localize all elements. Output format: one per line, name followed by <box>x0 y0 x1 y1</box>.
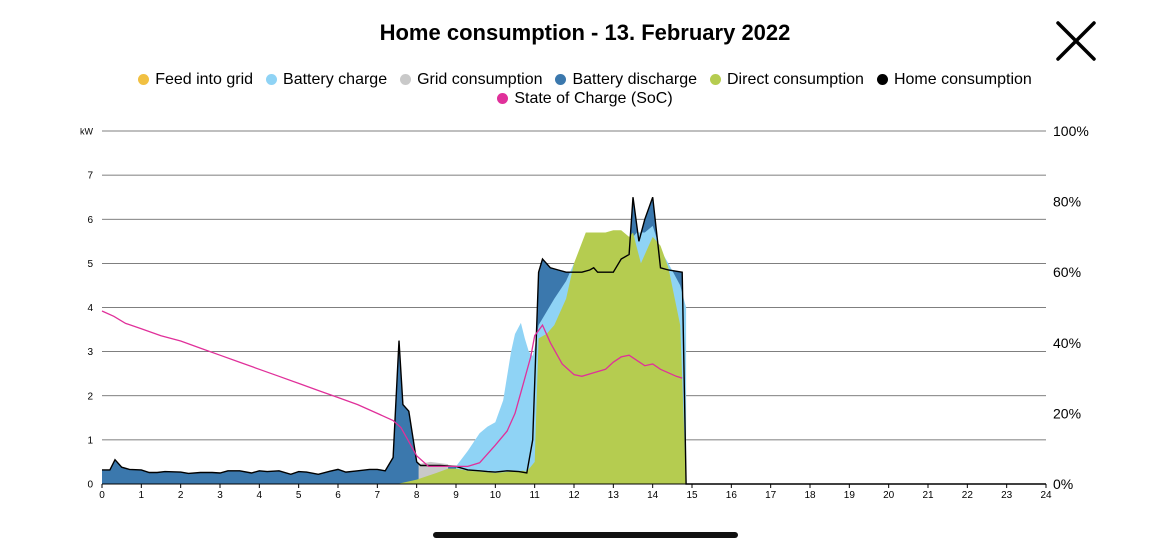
x-tick-label: 5 <box>296 490 302 501</box>
y2-tick-label: 0% <box>1053 476 1073 492</box>
legend-label: Grid consumption <box>417 71 543 88</box>
y-tick-label: 3 <box>87 347 93 358</box>
x-tick-label: 18 <box>804 490 816 501</box>
home-indicator[interactable] <box>433 532 738 538</box>
x-tick-label: 15 <box>686 490 698 501</box>
y2-tick-label: 60% <box>1053 264 1081 280</box>
x-tick-label: 21 <box>922 490 934 501</box>
close-icon[interactable] <box>1055 20 1097 62</box>
x-tick-label: 4 <box>257 490 263 501</box>
legend-item-battery-charge[interactable]: Battery charge <box>266 70 387 89</box>
x-tick-label: 9 <box>453 490 459 501</box>
x-tick-label: 2 <box>178 490 184 501</box>
x-tick-label: 11 <box>529 490 540 501</box>
x-tick-label: 7 <box>375 490 381 501</box>
legend-row-2: State of Charge (SoC) <box>0 89 1170 108</box>
page-title: Home consumption - 13. February 2022 <box>379 20 791 45</box>
soc-line <box>101 310 683 468</box>
x-tick-label: 23 <box>1001 490 1013 501</box>
y2-tick-label: 80% <box>1053 194 1081 210</box>
x-tick-label: 24 <box>1040 490 1052 501</box>
legend-dot-icon <box>266 74 278 85</box>
legend-item-direct-consumption[interactable]: Direct consumption <box>710 70 864 89</box>
y-tick-label: 4 <box>87 303 93 314</box>
x-tick-label: 12 <box>568 490 580 501</box>
x-tick-label: 13 <box>608 490 620 501</box>
x-tick-label: 16 <box>726 490 738 501</box>
y-axis-label: kW <box>80 127 94 137</box>
direct-consumption-area <box>102 230 1046 484</box>
legend-label: Feed into grid <box>155 71 254 88</box>
x-tick-label: 8 <box>414 490 420 501</box>
legend-dot-icon <box>400 74 412 85</box>
x-tick-label: 20 <box>883 490 895 501</box>
legend-item-home-consumption[interactable]: Home consumption <box>876 70 1032 89</box>
x-tick-label: 1 <box>139 490 145 501</box>
x-tick-label: 3 <box>217 490 223 501</box>
y-tick-label: 0 <box>87 480 93 491</box>
legend-label: Home consumption <box>893 71 1032 88</box>
legend-dot-icon <box>555 74 567 85</box>
y-tick-label: 6 <box>87 215 93 226</box>
legend-item-battery-discharge[interactable]: Battery discharge <box>555 70 697 89</box>
y-tick-label: 5 <box>87 259 93 270</box>
x-tick-label: 6 <box>335 490 341 501</box>
x-tick-label: 17 <box>765 490 777 501</box>
x-tick-label: 0 <box>99 490 105 501</box>
y2-tick-label: 20% <box>1053 405 1081 421</box>
legend-dot-icon <box>876 74 888 85</box>
chart-legend: Feed into grid Battery charge Grid consu… <box>0 70 1170 108</box>
x-tick-label: 22 <box>962 490 974 501</box>
legend-dot-icon <box>497 93 509 104</box>
y2-tick-label: 40% <box>1053 335 1081 351</box>
y-tick-label: 1 <box>87 435 93 446</box>
x-tick-label: 19 <box>844 490 856 501</box>
legend-item-soc[interactable]: State of Charge (SoC) <box>497 89 673 108</box>
legend-label: Battery discharge <box>572 71 697 88</box>
legend-item-feed-into-grid[interactable]: Feed into grid <box>138 70 253 89</box>
x-tick-label: 14 <box>647 490 659 501</box>
y2-tick-label: 100% <box>1053 123 1089 139</box>
x-tick-label: 10 <box>490 490 502 501</box>
legend-row-1: Feed into grid Battery charge Grid consu… <box>0 70 1170 89</box>
home-consumption-line <box>102 196 1046 485</box>
legend-dot-icon <box>138 74 150 85</box>
legend-label: State of Charge (SoC) <box>514 90 673 107</box>
y-tick-label: 2 <box>87 391 93 402</box>
legend-label: Direct consumption <box>727 71 864 88</box>
y-tick-label: 7 <box>87 171 93 182</box>
legend-dot-icon <box>710 74 721 85</box>
legend-label: Battery charge <box>283 71 388 88</box>
legend-item-grid-consumption[interactable]: Grid consumption <box>400 70 542 89</box>
